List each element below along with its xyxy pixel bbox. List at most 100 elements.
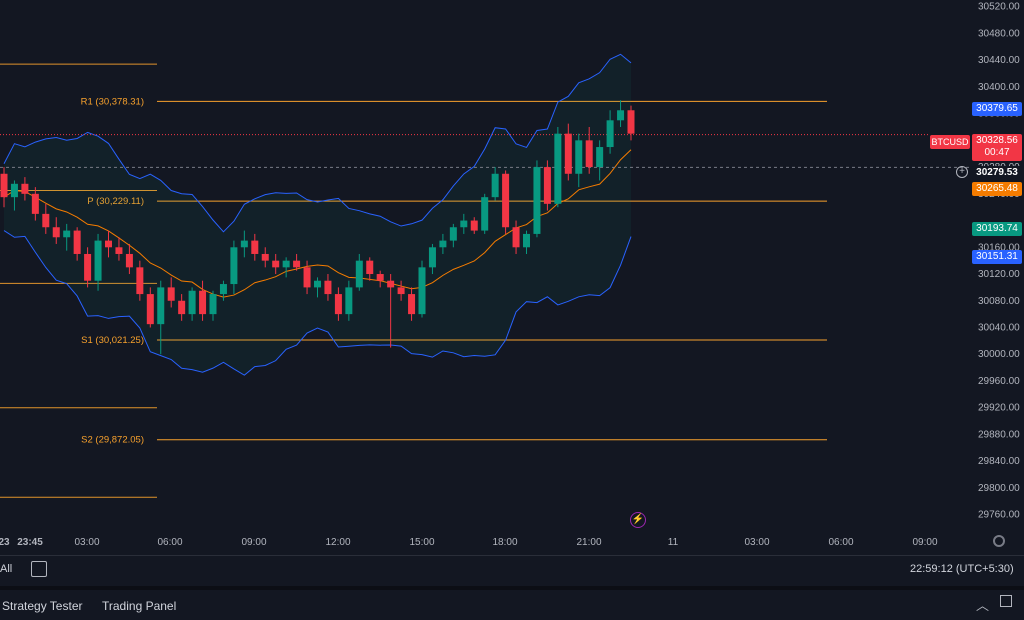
candle-body-55 — [575, 140, 583, 174]
candle-body-25 — [261, 253, 269, 261]
upper-band-line — [3, 53, 632, 233]
candle-body-43 — [449, 227, 457, 241]
candle-body-37 — [387, 280, 395, 288]
candle-body-19 — [199, 290, 207, 315]
lightning-icon[interactable]: ⚡ — [630, 512, 646, 528]
candle-body-1 — [10, 183, 18, 198]
gear-icon[interactable] — [993, 535, 1005, 547]
price-tag-crosshair: 30279.53 — [972, 166, 1022, 180]
pivot-label-3: S2 (29,872.05) — [81, 435, 144, 446]
candle-body-0 — [0, 173, 8, 198]
symbol-tag: BTCUSD — [930, 135, 970, 149]
candle-body-2 — [21, 183, 29, 194]
candle-body-3 — [31, 193, 39, 214]
candle-body-60 — [627, 110, 635, 134]
candle-body-21 — [219, 284, 227, 295]
time-tick-12: 09:00 — [912, 537, 937, 548]
candle-body-12 — [125, 253, 133, 268]
candle-body-16 — [167, 287, 175, 301]
candle-body-56 — [585, 140, 593, 168]
candle-body-17 — [178, 300, 186, 315]
candle-body-38 — [397, 287, 405, 295]
candlestick-chart[interactable]: 30520.0030480.0030440.0030400.0030360.00… — [0, 0, 1024, 555]
candle-body-47 — [491, 173, 499, 198]
candle-body-57 — [596, 147, 604, 168]
bottom-toolbar: All 22:59:12 (UTC+5:30) — [0, 555, 1024, 583]
price-tick-17: 29760.00 — [978, 510, 1020, 521]
time-tick-4: 09:00 — [241, 537, 266, 548]
candle-body-36 — [376, 274, 384, 281]
time-tick-2: 03:00 — [74, 537, 99, 548]
candle-body-7 — [73, 230, 81, 254]
tab-strategy-tester[interactable]: Strategy Tester — [2, 599, 83, 613]
range-all-button[interactable]: All — [0, 563, 13, 575]
candle-body-54 — [564, 133, 572, 174]
candle-body-34 — [355, 260, 363, 288]
candle-body-51 — [533, 167, 541, 234]
candle-body-48 — [502, 173, 510, 228]
pivot-label-2: S1 (30,021.25) — [81, 335, 144, 346]
candle-body-40 — [418, 267, 426, 315]
candle-body-58 — [606, 120, 614, 148]
candle-body-59 — [617, 110, 625, 121]
price-tag-lower-band: 30151.31 — [972, 250, 1022, 264]
candle-body-20 — [209, 294, 217, 315]
candle-body-14 — [146, 294, 154, 325]
candle-body-26 — [272, 260, 280, 268]
candle-body-11 — [115, 247, 123, 254]
price-tick-9: 30080.00 — [978, 296, 1020, 307]
bottom-panel-tabs: Strategy Tester Trading Panel ︿ — [0, 586, 1024, 620]
maximize-icon[interactable] — [1000, 595, 1012, 607]
candle-body-23 — [240, 240, 248, 248]
candle-body-4 — [42, 213, 50, 228]
lower-band-line — [3, 230, 632, 376]
candle-body-42 — [439, 240, 447, 248]
candle-body-9 — [94, 240, 102, 281]
candle-body-31 — [324, 280, 332, 295]
candle-body-52 — [543, 167, 551, 204]
chart-area[interactable]: 30520.0030480.0030440.0030400.0030360.00… — [0, 0, 1024, 555]
candle-body-29 — [303, 267, 311, 288]
time-tick-0: 23 — [0, 537, 10, 548]
time-tick-3: 06:00 — [157, 537, 182, 548]
candle-body-22 — [230, 247, 238, 285]
add-alert-icon[interactable]: + — [956, 166, 968, 178]
time-tick-10: 03:00 — [744, 537, 769, 548]
candle-body-32 — [334, 294, 342, 315]
candle-body-45 — [470, 220, 478, 231]
price-tick-2: 30440.00 — [978, 55, 1020, 66]
clock[interactable]: 22:59:12 (UTC+5:30) — [910, 563, 1014, 575]
chevron-up-icon[interactable]: ︿ — [976, 598, 990, 613]
last-price: 30328.56 — [976, 135, 1018, 146]
candle-body-41 — [428, 247, 436, 268]
candle-body-27 — [282, 260, 290, 268]
price-tick-7: 30160.00 — [978, 242, 1020, 253]
time-tick-9: 11 — [668, 537, 679, 548]
price-tick-15: 29840.00 — [978, 456, 1020, 467]
candle-body-15 — [157, 287, 165, 325]
candle-body-39 — [408, 294, 416, 315]
time-tick-7: 18:00 — [492, 537, 517, 548]
candle-body-24 — [251, 240, 259, 254]
pivot-label-1: P (30,229.11) — [87, 196, 144, 207]
price-tick-16: 29800.00 — [978, 483, 1020, 494]
price-tick-8: 30120.00 — [978, 269, 1020, 280]
candle-body-44 — [460, 220, 468, 228]
price-tick-12: 29960.00 — [978, 376, 1020, 387]
candle-body-50 — [523, 233, 530, 248]
price-tag-supertrend: 30193.74 — [972, 222, 1022, 236]
candle-body-53 — [554, 133, 562, 204]
countdown: 00:47 — [984, 147, 1010, 158]
price-tick-13: 29920.00 — [978, 403, 1020, 414]
goto-date-icon[interactable] — [31, 561, 47, 577]
candle-body-6 — [63, 230, 71, 238]
price-tag-last: 30328.56 00:47 — [972, 134, 1022, 161]
price-tag-ma: 30265.48 — [972, 182, 1022, 196]
candle-body-28 — [293, 260, 301, 268]
price-tag-upper-band: 30379.65 — [972, 102, 1022, 116]
candle-body-49 — [512, 227, 520, 248]
price-tick-11: 30000.00 — [978, 349, 1020, 360]
time-tick-1: 23:45 — [17, 537, 43, 548]
candle-body-33 — [345, 287, 353, 315]
tab-trading-panel[interactable]: Trading Panel — [102, 599, 177, 613]
